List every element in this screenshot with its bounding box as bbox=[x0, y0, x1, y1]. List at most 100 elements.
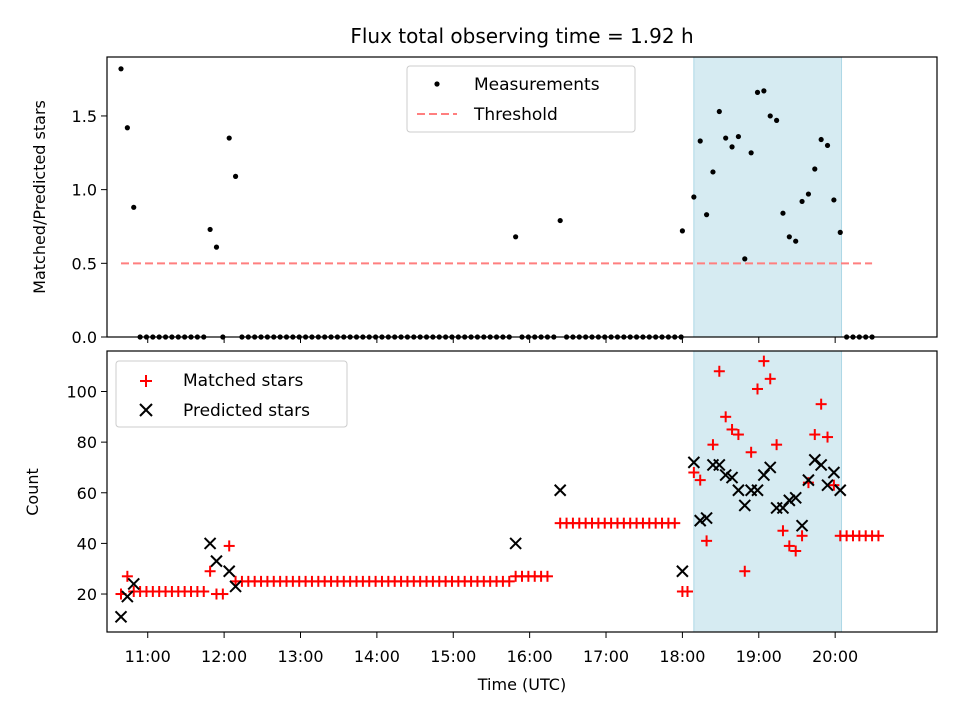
matched-star-point-96 bbox=[732, 429, 744, 441]
top-panel: 0.0 0.5 1.0 1.5 Flux total observing time =… bbox=[30, 24, 938, 347]
predicted-star-point-6 bbox=[229, 580, 242, 593]
top-y-tick-label-2: 1.0 bbox=[72, 181, 97, 200]
predicted-star-point-17 bbox=[732, 484, 745, 497]
predicted-star-point-9 bbox=[676, 565, 689, 578]
bottom-shaded-region bbox=[693, 350, 843, 633]
matched-star-point-17 bbox=[223, 540, 235, 552]
legend-matched-marker bbox=[140, 375, 152, 387]
top-y-axis-label: Matched/Predicted stars bbox=[30, 100, 49, 294]
predicted-star-point-0 bbox=[114, 610, 128, 624]
measurement-point-62 bbox=[513, 234, 519, 240]
predicted-star-point-28 bbox=[802, 473, 815, 487]
matched-stars-points bbox=[115, 355, 884, 600]
measurement-point-2 bbox=[131, 204, 137, 210]
measurement-point-1 bbox=[124, 125, 130, 131]
measurement-point-0 bbox=[118, 66, 124, 72]
predicted-star-point-5 bbox=[223, 565, 236, 578]
measurement-point-103 bbox=[774, 117, 780, 123]
matched-star-point-61 bbox=[503, 575, 515, 587]
measurement-point-108 bbox=[805, 191, 812, 197]
predicted-star-point-22 bbox=[764, 461, 777, 474]
measurement-point-90 bbox=[691, 194, 697, 200]
matched-star-point-99 bbox=[752, 383, 764, 395]
legend-threshold-label: Threshold bbox=[473, 105, 558, 125]
predicted-star-point-7 bbox=[509, 537, 522, 550]
measurement-point-96 bbox=[729, 144, 735, 150]
bottom-x-ticks: 11:00 12:00 13:00 14:00 15:00 16:00 17:00 18:00… bbox=[125, 632, 858, 666]
legend-measurements-label: Measurements bbox=[474, 75, 600, 95]
bottom-x-tick-label-2: 13:00 bbox=[277, 647, 323, 666]
matched-star-point-88 bbox=[681, 585, 693, 597]
top-y-tick-label-1: 0.5 bbox=[72, 254, 97, 273]
matched-star-point-108 bbox=[809, 429, 821, 441]
matched-star-point-91 bbox=[701, 535, 713, 547]
measurement-point-18 bbox=[232, 173, 239, 179]
top-x-ticks bbox=[147, 337, 836, 343]
predicted-star-point-1 bbox=[121, 590, 134, 603]
bottom-y-tick-label-0: 20 bbox=[77, 585, 97, 604]
measurement-point-100 bbox=[754, 89, 761, 95]
bottom-x-tick-label-6: 17:00 bbox=[583, 647, 629, 666]
bottom-plot-frame bbox=[106, 350, 938, 633]
matched-star-point-102 bbox=[771, 439, 783, 451]
matched-star-point-1 bbox=[121, 570, 133, 582]
measurement-point-98 bbox=[742, 256, 748, 262]
top-y-tick-label-0: 0.0 bbox=[72, 328, 97, 347]
x-axis-label: Time (UTC) bbox=[477, 675, 566, 694]
matched-star-point-95 bbox=[726, 423, 738, 435]
measurement-point-109 bbox=[812, 166, 818, 172]
measurement-point-91 bbox=[697, 138, 703, 144]
predicted-stars-points bbox=[114, 453, 847, 624]
measurement-point-89 bbox=[679, 228, 685, 234]
top-legend-box bbox=[406, 65, 636, 133]
bottom-x-tick-label-7: 18:00 bbox=[659, 647, 705, 666]
matched-star-point-106 bbox=[796, 530, 808, 542]
bottom-legend-box bbox=[115, 360, 348, 428]
predicted-star-point-10 bbox=[687, 456, 701, 469]
matched-star-point-89 bbox=[688, 467, 700, 479]
matched-star-point-93 bbox=[713, 365, 725, 377]
matched-star-point-104 bbox=[783, 540, 795, 552]
predicted-star-point-20 bbox=[751, 484, 764, 497]
top-y-ticks: 0.0 0.5 1.0 1.5 bbox=[72, 107, 107, 347]
bottom-y-ticks: 20 40 60 80 100 bbox=[66, 383, 107, 604]
measurement-point-95 bbox=[723, 135, 729, 141]
matched-star-point-90 bbox=[694, 474, 706, 486]
measurement-point-101 bbox=[761, 88, 767, 94]
predicted-star-point-8 bbox=[553, 484, 567, 497]
predicted-star-point-15 bbox=[719, 468, 732, 482]
matched-star-point-110 bbox=[822, 431, 834, 443]
measurement-point-105 bbox=[786, 234, 792, 240]
chart-title: Flux total observing time = 1.92 h bbox=[350, 24, 693, 48]
measurement-point-112 bbox=[831, 197, 837, 203]
measurement-point-93 bbox=[710, 169, 716, 175]
measurement-point-102 bbox=[767, 113, 773, 119]
bottom-legend: Matched stars Predicted stars bbox=[115, 360, 348, 428]
bottom-x-tick-label-3: 14:00 bbox=[354, 647, 400, 666]
predicted-star-point-30 bbox=[814, 458, 828, 472]
matched-star-point-86 bbox=[669, 517, 681, 529]
top-y-tick-label-3: 1.5 bbox=[72, 107, 97, 126]
matched-star-point-13 bbox=[198, 585, 210, 597]
measurement-point-97 bbox=[735, 133, 742, 140]
bottom-y-tick-label-2: 60 bbox=[77, 484, 97, 503]
measurement-point-17 bbox=[226, 135, 232, 141]
bottom-y-axis-label: Count bbox=[23, 468, 42, 516]
legend-measurements-marker bbox=[434, 81, 440, 87]
legend-predicted-label: Predicted stars bbox=[183, 401, 310, 421]
matched-star-point-103 bbox=[777, 525, 789, 537]
legend-matched-label: Matched stars bbox=[183, 371, 303, 391]
bottom-x-tick-label-0: 11:00 bbox=[125, 647, 171, 666]
measurement-point-69 bbox=[557, 217, 563, 224]
measurement-point-111 bbox=[824, 142, 831, 149]
bottom-x-tick-label-8: 19:00 bbox=[736, 647, 782, 666]
predicted-star-point-14 bbox=[713, 458, 726, 472]
predicted-star-point-31 bbox=[821, 478, 834, 492]
measurement-point-107 bbox=[799, 198, 805, 205]
measurement-point-110 bbox=[818, 136, 824, 143]
top-plot-frame bbox=[106, 56, 938, 338]
matched-star-point-98 bbox=[745, 446, 757, 458]
predicted-star-point-25 bbox=[783, 494, 796, 507]
measurement-point-99 bbox=[748, 150, 754, 156]
